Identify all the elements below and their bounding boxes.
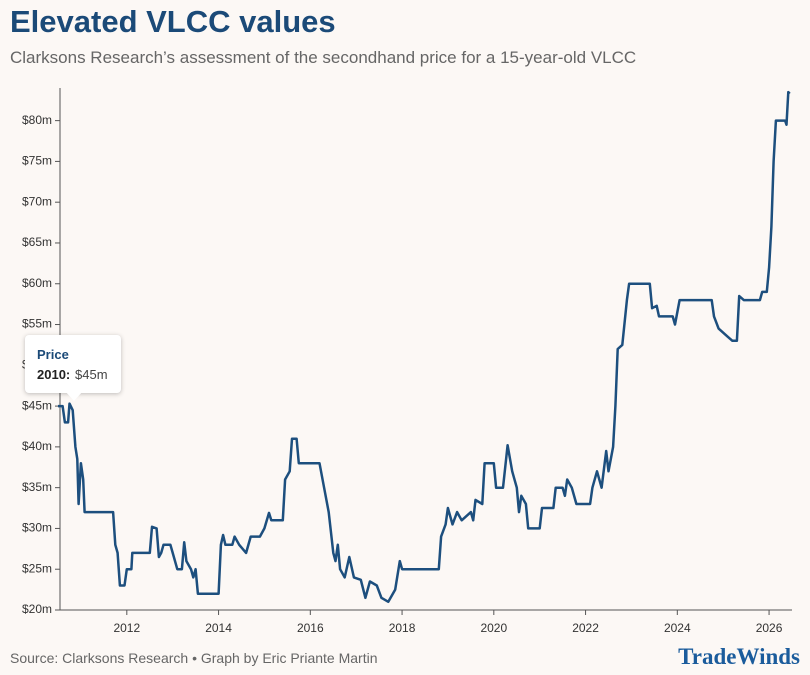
- y-tick-label: $75m: [22, 154, 52, 168]
- brand-logo: TradeWinds: [678, 644, 800, 669]
- chart-title: Elevated VLCC values: [10, 4, 336, 39]
- x-tick-label: 2026: [756, 621, 783, 635]
- y-tick-label: $60m: [22, 276, 52, 290]
- price-line: [58, 90, 791, 604]
- tooltip-label: 2010:: [37, 367, 71, 382]
- tooltip-value: $45m: [75, 367, 108, 382]
- x-tick-label: 2024: [664, 621, 691, 635]
- y-tick-label: $30m: [22, 521, 52, 535]
- tooltip: Price 2010: $45m: [25, 335, 121, 401]
- y-tick-label: $80m: [22, 113, 52, 127]
- y-tick-label: $55m: [22, 317, 52, 331]
- y-tick-label: $35m: [22, 480, 52, 494]
- y-tick-label: $45m: [22, 398, 52, 412]
- x-tick-label: 2014: [205, 621, 232, 635]
- x-tick-label: 2022: [572, 621, 599, 635]
- tooltip-title: Price: [37, 347, 69, 362]
- tooltip-arrow: [65, 391, 83, 401]
- y-tick-label: $70m: [22, 194, 52, 208]
- chart: $20m$25m$30m$35m$40m$45m$50m$55m$60m$65m…: [22, 88, 792, 635]
- x-tick-label: 2012: [113, 621, 140, 635]
- x-tick-label: 2018: [389, 621, 416, 635]
- x-tick-label: 2020: [480, 621, 507, 635]
- x-tick-label: 2016: [297, 621, 324, 635]
- y-tick-label: $65m: [22, 235, 52, 249]
- source: Source: Clarksons Research • Graph by Er…: [10, 650, 378, 666]
- y-tick-label: $40m: [22, 439, 52, 453]
- y-tick-label: $25m: [22, 561, 52, 575]
- y-tick-label: $20m: [22, 602, 52, 616]
- chart-subtitle: Clarksons Research’s assessment of the s…: [10, 48, 637, 67]
